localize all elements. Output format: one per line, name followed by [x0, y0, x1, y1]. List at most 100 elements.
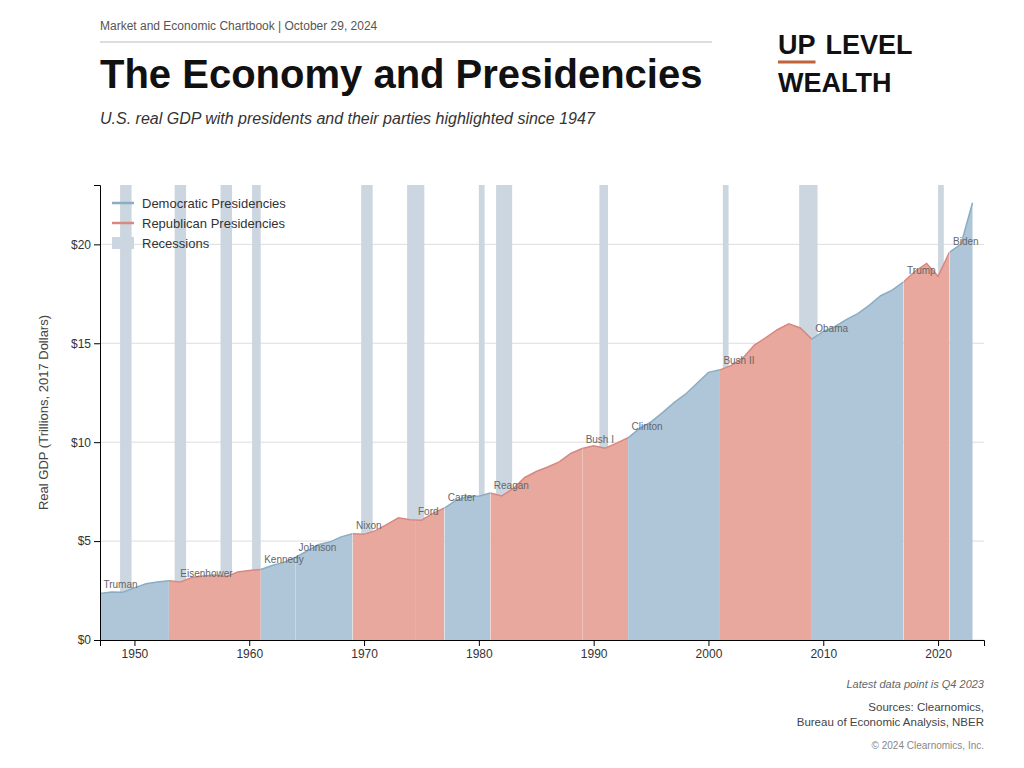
- logo-text: LEVEL: [826, 30, 913, 60]
- presidency-area: [950, 203, 973, 640]
- recession-band: [120, 185, 131, 640]
- president-label: Kennedy: [264, 554, 303, 565]
- subtitle: U.S. real GDP with presidents and their …: [100, 110, 596, 127]
- president-label: Nixon: [356, 520, 382, 531]
- footer-note-line: Latest data point is Q4 2023: [846, 678, 984, 690]
- x-tick-label: 1970: [351, 647, 378, 661]
- presidency-line: [904, 252, 950, 282]
- footer-note: Latest data point is Q4 2023: [846, 678, 984, 690]
- president-label: Ford: [418, 506, 439, 517]
- y-tick-mark: [94, 442, 100, 443]
- x-tick-mark: [823, 640, 824, 646]
- presidency-area: [169, 569, 261, 640]
- footer-note: Sources: Clearnomics, Bureau of Economic …: [797, 701, 984, 728]
- grid: [100, 244, 984, 640]
- header-rule: [100, 42, 712, 43]
- presidency-area: [353, 518, 416, 640]
- chart-svg: Market and Economic Chartbook | October …: [0, 0, 1024, 768]
- presidency-area: [812, 282, 904, 640]
- presidency-area: [490, 449, 582, 640]
- legend-swatch: [112, 222, 134, 225]
- presidency-area: [295, 534, 352, 640]
- x-tick-label: 2010: [810, 647, 837, 661]
- presidency-area: [582, 438, 628, 640]
- presidency-area: [261, 557, 295, 640]
- y-tick-label: $0: [78, 633, 92, 647]
- president-label: Trump: [907, 265, 936, 276]
- y-tick: $10: [71, 436, 100, 450]
- x-tick: 1970: [351, 640, 378, 661]
- president-label: Biden: [953, 236, 979, 247]
- x-tick-mark: [249, 640, 250, 646]
- x-axis-line: [101, 641, 985, 647]
- legend-item: Republican Presidencies: [112, 216, 286, 231]
- x-tick: 1990: [581, 640, 608, 661]
- x-tick-mark: [479, 640, 480, 646]
- y-axis-line: [94, 186, 101, 641]
- x-tick: 2020: [925, 640, 952, 661]
- presidency-area: [628, 370, 720, 640]
- presidency-line: [490, 449, 582, 496]
- y-tick-label: $5: [78, 534, 92, 548]
- legend-swatch: [112, 202, 134, 205]
- x-tick-label: 1960: [236, 647, 263, 661]
- presidency-line: [353, 518, 416, 535]
- y-tick-mark: [94, 640, 100, 641]
- y-tick-mark: [94, 343, 100, 344]
- chart-container: Market and Economic Chartbook | October …: [0, 0, 1024, 768]
- legend-label: Recessions: [142, 236, 210, 251]
- legend: Democratic Presidencies Republican Presid…: [112, 196, 286, 251]
- x-tick: 1960: [236, 640, 263, 661]
- presidency-line: [720, 324, 812, 370]
- legend-label: Republican Presidencies: [142, 216, 286, 231]
- x-tick-label: 1950: [122, 647, 149, 661]
- y-tick: $0: [78, 633, 100, 647]
- president-label: Reagan: [494, 480, 529, 491]
- presidency-area: [720, 324, 812, 640]
- presidency-area: [416, 508, 445, 640]
- y-tick-mark: [94, 541, 100, 542]
- y-axis: $0 $5 $10 $15 $20: [71, 186, 101, 648]
- x-tick: 2010: [810, 640, 837, 661]
- y-tick: $5: [78, 534, 100, 548]
- presidency-line: [812, 282, 904, 339]
- presidency-area: [444, 493, 490, 640]
- president-label: Bush I: [586, 434, 614, 445]
- footer-note: © 2024 Clearnomics, Inc.: [872, 740, 984, 751]
- footer-note-line: © 2024 Clearnomics, Inc.: [872, 740, 984, 751]
- x-tick-mark: [708, 640, 709, 646]
- x-tick-mark: [938, 640, 939, 646]
- president-label: Johnson: [299, 542, 337, 553]
- x-tick: 1950: [122, 640, 149, 661]
- president-label: Truman: [103, 579, 137, 590]
- y-tick-mark: [94, 244, 100, 245]
- x-tick-label: 2000: [696, 647, 723, 661]
- title: The Economy and Presidencies: [100, 52, 702, 96]
- president-labels: TrumanEisenhowerKennedyJohnsonNixonFordC…: [103, 236, 978, 590]
- header: Market and Economic Chartbook | October …: [100, 19, 378, 33]
- x-axis: 1950 1960 1970 1980 1990 2000 2010 2020: [101, 640, 985, 661]
- presidency-line: [628, 370, 720, 438]
- grid-line: [100, 244, 984, 245]
- footer-note-line: Bureau of Economic Analysis, NBER: [797, 716, 984, 728]
- presidency-area: [904, 252, 950, 640]
- y-tick: $20: [71, 238, 100, 252]
- legend-item: Recessions: [112, 236, 210, 251]
- logo-text: WEALTH: [778, 68, 891, 98]
- legend-label: Democratic Presidencies: [142, 196, 286, 211]
- president-label: Carter: [448, 492, 476, 503]
- y-axis-title: Real GDP (Trillions, 2017 Dollars): [36, 315, 51, 510]
- x-tick-label: 1980: [466, 647, 493, 661]
- presidency-line: [295, 534, 352, 558]
- footer-note-line: Sources: Clearnomics,: [868, 701, 984, 713]
- x-tick: 2000: [696, 640, 723, 661]
- marks: [100, 185, 973, 640]
- president-label: Bush II: [723, 355, 754, 366]
- y-tick: $15: [71, 337, 100, 351]
- x-tick-mark: [594, 640, 595, 646]
- x-tick-mark: [134, 640, 135, 646]
- x-tick-label: 2020: [925, 647, 952, 661]
- y-tick-label: $20: [71, 238, 91, 252]
- logo-text: UP: [778, 30, 816, 60]
- legend-item: Democratic Presidencies: [112, 196, 286, 211]
